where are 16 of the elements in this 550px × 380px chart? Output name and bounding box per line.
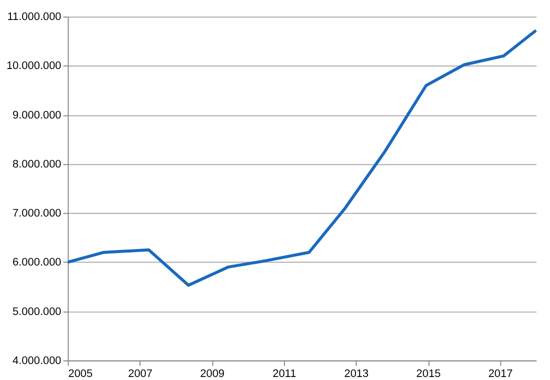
x-tick-label: 2017: [488, 368, 513, 380]
x-tick-label: 2009: [200, 368, 225, 380]
y-tick-label: 4.000.000: [12, 354, 62, 367]
x-tick-label: 2015: [416, 368, 441, 380]
x-tick-label: 2005: [68, 368, 93, 380]
y-tick-label: 11.000.000: [7, 11, 62, 24]
y-tick-label: 6.000.000: [12, 256, 62, 269]
y-tick-label: 5.000.000: [12, 306, 62, 318]
x-tick-label: 2011: [272, 368, 296, 380]
y-tick-label: 10.000.000: [6, 60, 62, 72]
x-tick-label: 2007: [128, 368, 152, 380]
y-tick-label: 7.000.000: [12, 208, 62, 220]
x-tick-label: 2013: [344, 368, 369, 380]
y-tick-label: 8.000.000: [12, 158, 62, 170]
y-tick-label: 9.000.000: [12, 109, 62, 122]
line-series: [66, 28, 538, 287]
